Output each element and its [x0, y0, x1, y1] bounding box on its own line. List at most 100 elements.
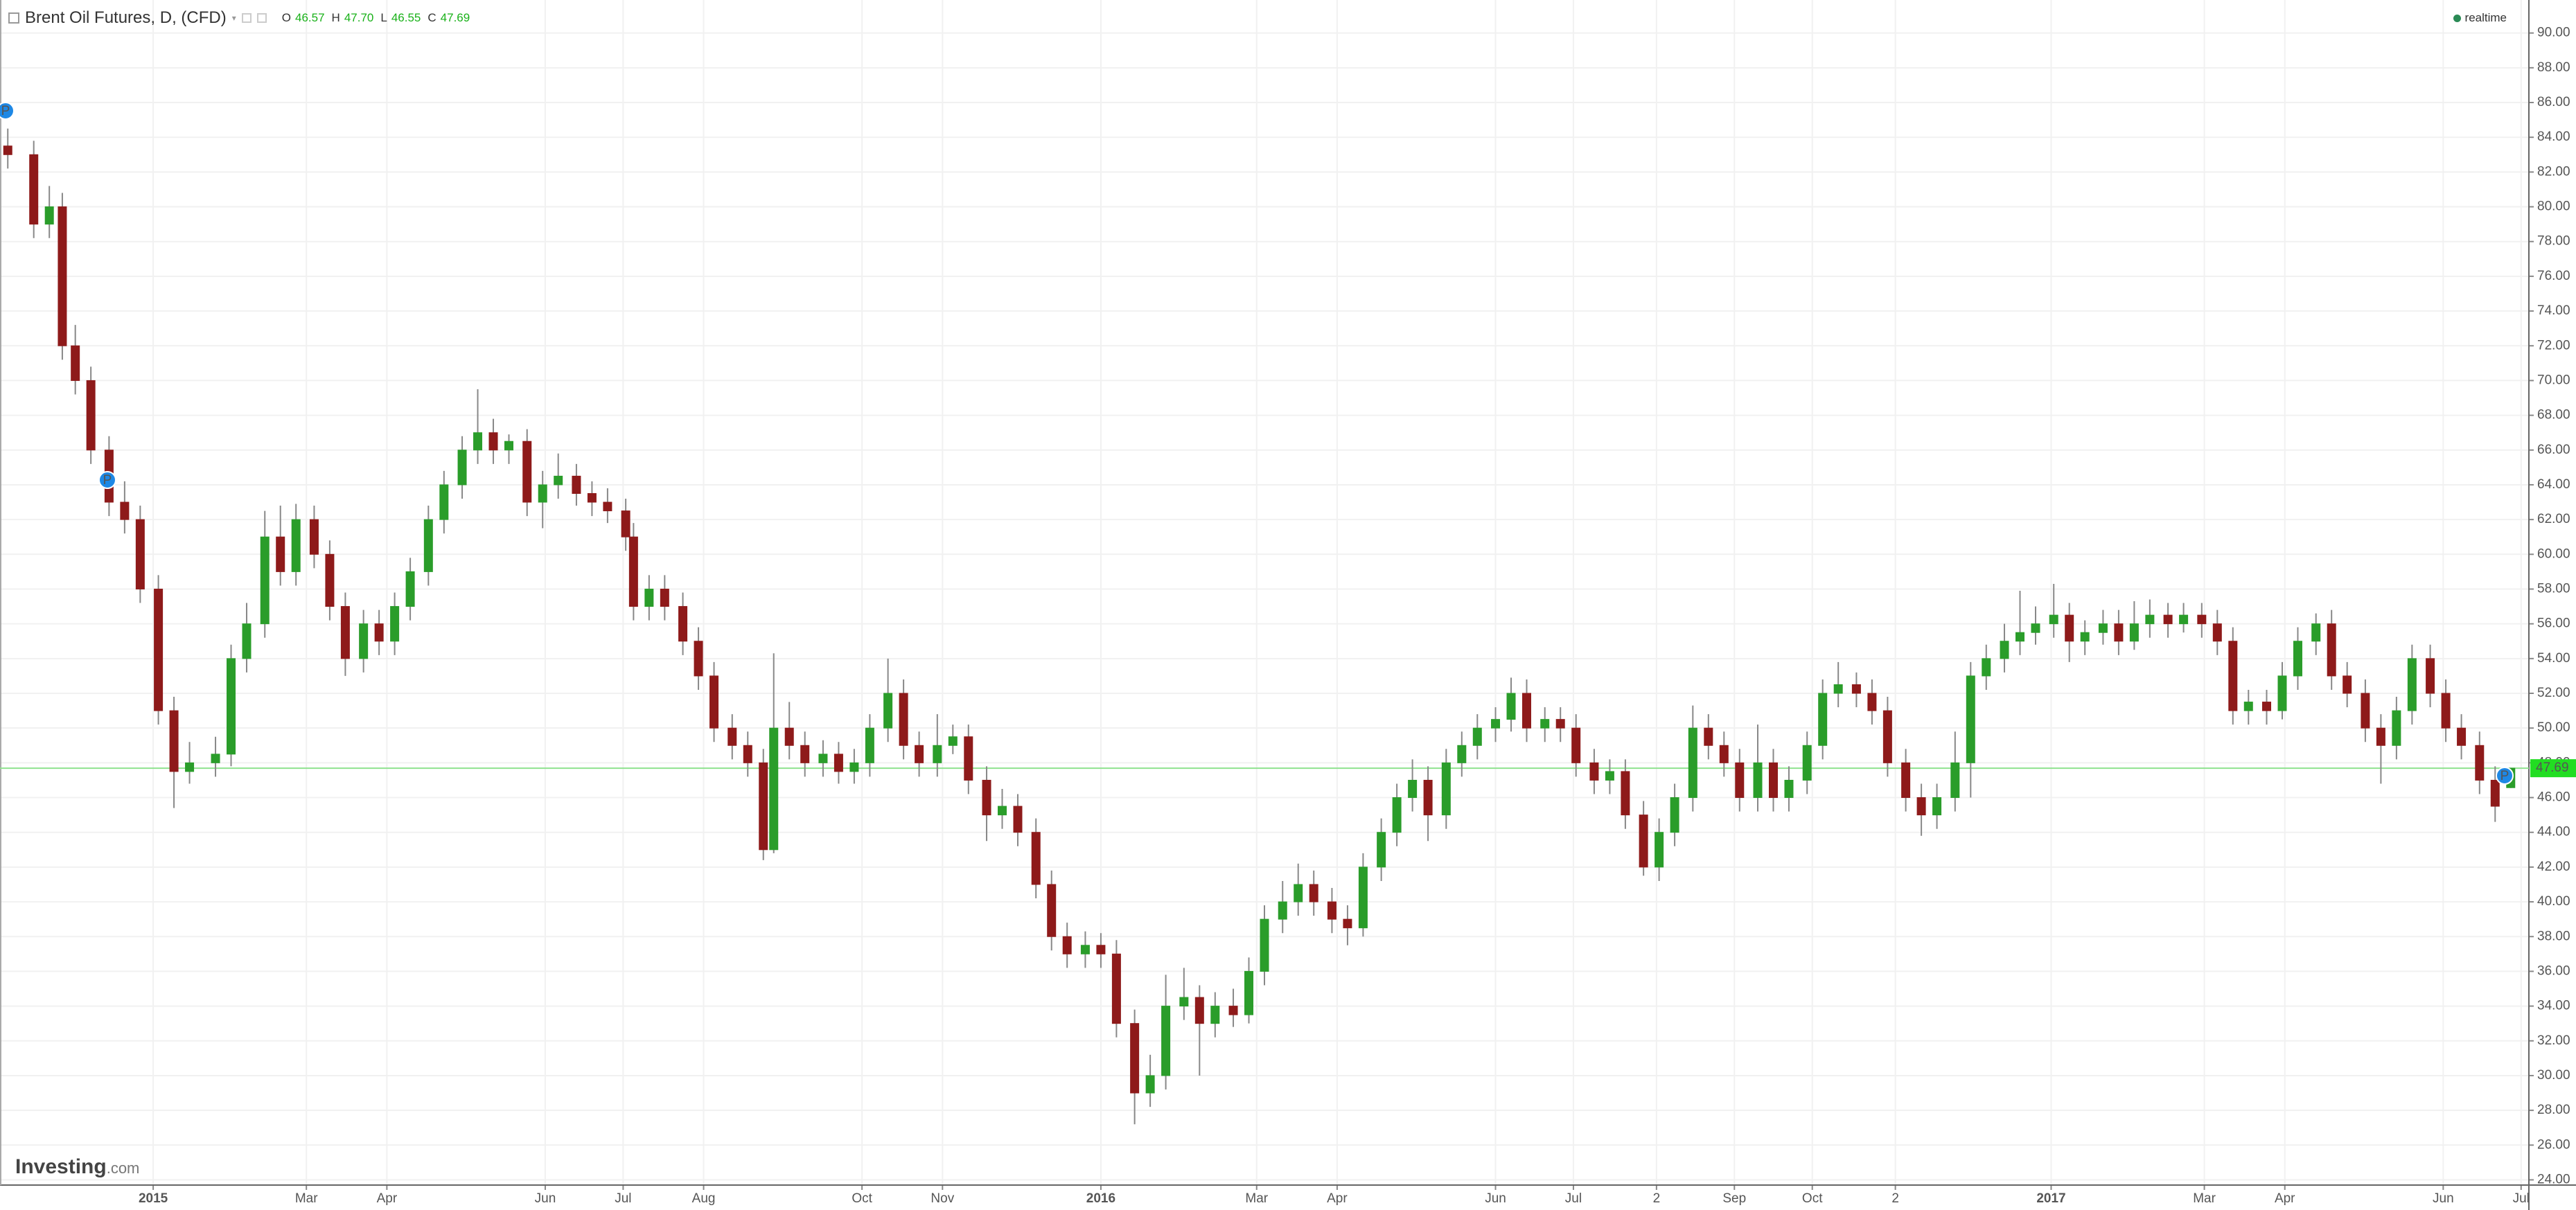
x-tick-label: Jul	[615, 1191, 631, 1206]
candle-body	[621, 510, 630, 537]
candle-body	[865, 727, 874, 763]
y-tick-label: 44.00	[2537, 825, 2570, 839]
dropdown-arrow[interactable]: ▾	[231, 13, 236, 23]
candle-body	[1555, 719, 1565, 729]
candle-body	[1358, 866, 1368, 929]
candle-body	[2311, 623, 2321, 642]
y-tick-label: 78.00	[2537, 234, 2570, 249]
candle-body	[1080, 945, 1090, 954]
x-tick-label: Sep	[1722, 1191, 1746, 1206]
candle-body	[2361, 693, 2370, 729]
event-marker-label: P	[1, 104, 10, 118]
candle-body	[2490, 779, 2500, 807]
y-tick-label: 76.00	[2537, 269, 2570, 283]
candle-body	[572, 475, 581, 494]
y-tick-label: 60.00	[2537, 546, 2570, 561]
candle-body	[1639, 815, 1648, 868]
candle-body	[325, 553, 335, 607]
candle-body	[1062, 936, 1072, 954]
y-tick-label: 36.00	[2537, 963, 2570, 978]
candle-body	[1096, 945, 1106, 954]
candle-body	[374, 623, 384, 642]
candle-body	[2327, 623, 2336, 677]
candle-body	[1851, 684, 1861, 694]
candle-body	[1377, 832, 1386, 868]
y-tick-label: 40.00	[2537, 894, 2570, 909]
chart-header: Brent Oil Futures, D, (CFD) ▾ O 46.57 H 47.…	[8, 8, 473, 28]
y-tick-label: 56.00	[2537, 616, 2570, 631]
candle-body	[2243, 702, 2253, 711]
collapse-toggle[interactable]	[8, 12, 19, 24]
candle-body	[998, 806, 1007, 816]
candle-body	[457, 450, 467, 486]
x-tick-label: 2016	[1086, 1191, 1115, 1206]
candle-body	[694, 641, 703, 677]
candle-body	[1753, 762, 1763, 799]
candle-body	[915, 745, 924, 763]
candle-body	[185, 762, 195, 772]
candle-body	[1670, 797, 1679, 833]
candle-body	[169, 710, 179, 772]
candle-body	[1571, 727, 1581, 763]
candle-body	[1278, 901, 1287, 920]
settings-button[interactable]	[241, 13, 252, 23]
candle-body	[1784, 779, 1794, 799]
x-tick-label: Mar	[1245, 1191, 1268, 1206]
candle-body	[743, 745, 752, 763]
y-tick-label: 84.00	[2537, 130, 2570, 144]
candle-body	[2392, 710, 2401, 746]
x-tick-label: 2015	[139, 1191, 168, 1206]
candle-body	[2114, 623, 2124, 642]
event-marker-label: P	[103, 473, 112, 488]
y-tick-label: 50.00	[2537, 720, 2570, 735]
y-tick-label: 46.00	[2537, 790, 2570, 805]
candle-body	[2163, 614, 2173, 625]
candle-body	[2049, 614, 2058, 625]
y-tick-label: 54.00	[2537, 651, 2570, 666]
y-tick-label: 34.00	[2537, 999, 2570, 1013]
candle-body	[1130, 1023, 1140, 1094]
candle-body	[1244, 970, 1254, 1015]
candle-body	[135, 519, 145, 589]
candle-body	[423, 519, 433, 572]
candle-body	[227, 658, 236, 755]
ohlc-key: O	[281, 11, 291, 24]
candle-body	[2262, 702, 2272, 711]
candle-body	[1506, 693, 1516, 720]
plot-background	[0, 0, 2529, 1185]
x-tick-label: Mar	[2193, 1191, 2216, 1206]
candle-body	[340, 606, 350, 659]
x-tick-label: 2017	[2036, 1191, 2065, 1206]
candle-body	[1882, 710, 1892, 763]
candle-body	[2197, 614, 2207, 625]
y-tick-label: 72.00	[2537, 338, 2570, 353]
candle-body	[678, 606, 688, 642]
event-marker	[0, 102, 15, 120]
candle-body	[1605, 771, 1614, 781]
candle-body	[504, 441, 513, 451]
x-tick-label: Apr	[2275, 1191, 2295, 1206]
candle-body	[1194, 997, 1204, 1024]
candle-body	[883, 693, 893, 729]
candle-body	[1802, 745, 1812, 781]
candle-body	[1047, 884, 1057, 937]
x-tick-label: Nov	[930, 1191, 954, 1206]
candle-body	[58, 206, 67, 346]
candle-body	[1589, 762, 1599, 781]
ohlc-key: H	[331, 11, 340, 24]
candle-body	[1966, 675, 1975, 763]
y-tick-label: 62.00	[2537, 512, 2570, 526]
y-tick-label: 30.00	[2537, 1068, 2570, 1083]
candle-body	[1521, 693, 1531, 729]
candle-body	[2277, 675, 2287, 711]
candle-body	[899, 693, 908, 746]
y-tick-label: 38.00	[2537, 929, 2570, 943]
y-tick-label: 66.00	[2537, 443, 2570, 457]
candle-body	[1719, 745, 1729, 763]
close-button[interactable]	[256, 13, 267, 23]
ohlc-value: 47.70	[344, 11, 374, 24]
candle-body	[759, 762, 768, 851]
y-tick-label: 26.00	[2537, 1137, 2570, 1152]
